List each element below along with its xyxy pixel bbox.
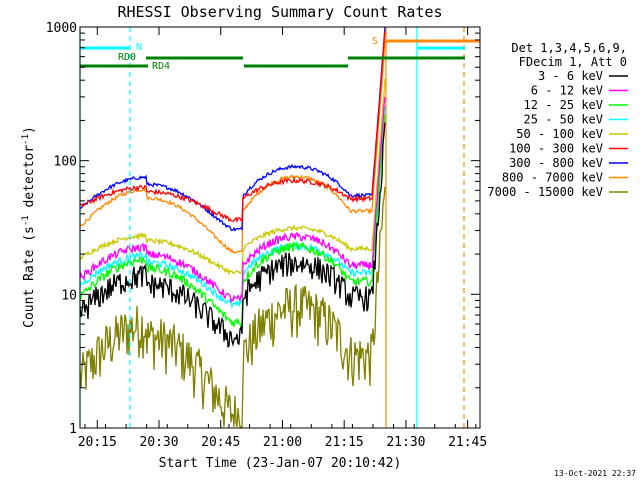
x-axis: 20:15 20:30 20:45 21:00 21:15 21:30 21:45 [78,27,487,450]
series-line-0 [79,122,386,349]
legend-header-line2: FDecim 1, Att 0 [519,55,627,69]
legend-label-0: 3 - 6 keV [538,69,603,83]
flag-label-S: S [372,36,378,47]
series-line-6 [80,27,386,232]
series-line-7 [79,41,386,254]
y-tick-label-2: 100 [54,155,77,170]
legend-label-1: 6 - 12 keV [531,84,603,98]
x-tick-label-5: 21:30 [386,435,425,450]
y-tick-label-3: 1000 [46,21,77,36]
x-tick-label-1: 20:30 [139,435,178,450]
series-line-1 [79,96,386,304]
legend-label-2: 12 - 25 keV [524,98,603,112]
series-line-8 [79,186,386,428]
legend-label-4: 50 - 100 keV [516,127,603,141]
y-axis-label-sup1: -1 [21,215,31,226]
legend: Det 1,3,4,5,6,9, FDecim 1, Att 0 3 - 6 k… [487,41,628,199]
y-axis: 1 10 100 1000 [46,21,480,437]
legend-header-line1: Det 1,3,4,5,6,9, [511,41,627,55]
y-axis-label: Count Rate (s-1 detector-1) [21,126,37,328]
flag-label-N: N [136,42,142,53]
y-tick-label-0: 1 [69,422,77,437]
series-layer [79,27,386,428]
x-tick-label-3: 21:00 [263,435,302,450]
x-tick-label-6: 21:45 [448,435,487,450]
x-axis-label: Start Time (23-Jan-07 20:10:42) [159,456,402,471]
plot-frame [79,26,481,429]
flag-label-RD4: RD4 [152,61,170,72]
series-line-3 [79,106,386,310]
y-axis-label-main: Count Rate (s [22,226,37,328]
y-axis-label-end: ) [22,126,37,134]
footer-timestamp: 13-Oct-2021 22:37 [554,469,636,478]
flag-label-RD0: RD0 [118,52,136,63]
y-tick-label-1: 10 [61,288,77,303]
legend-label-8: 7000 - 15000 keV [487,185,603,199]
y-axis-label-sup2: -1 [21,134,31,145]
x-tick-label-2: 20:45 [201,435,240,450]
legend-label-7: 800 - 7000 keV [502,171,603,185]
chart-title: RHESSI Observing Summary Count Rates [117,3,442,21]
x-tick-label-0: 20:15 [78,435,117,450]
legend-label-6: 300 - 800 keV [509,156,603,170]
legend-label-5: 100 - 300 keV [509,142,603,156]
x-tick-label-4: 21:15 [325,435,364,450]
legend-label-3: 25 - 50 keV [524,113,603,127]
y-axis-label-mid: detector [22,145,37,216]
series-line-5 [79,31,386,224]
series-line-4 [79,78,386,276]
